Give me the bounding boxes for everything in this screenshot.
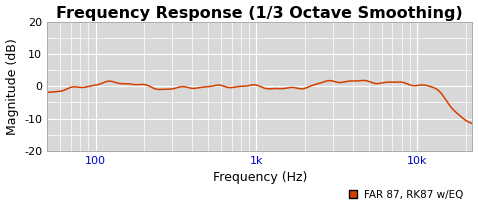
Legend: FAR 87, RK87 w/EQ: FAR 87, RK87 w/EQ bbox=[346, 185, 468, 204]
Title: Frequency Response (1/3 Octave Smoothing): Frequency Response (1/3 Octave Smoothing… bbox=[56, 5, 463, 20]
X-axis label: Frequency (Hz): Frequency (Hz) bbox=[213, 171, 307, 184]
Y-axis label: Magnitude (dB): Magnitude (dB) bbox=[6, 38, 19, 135]
